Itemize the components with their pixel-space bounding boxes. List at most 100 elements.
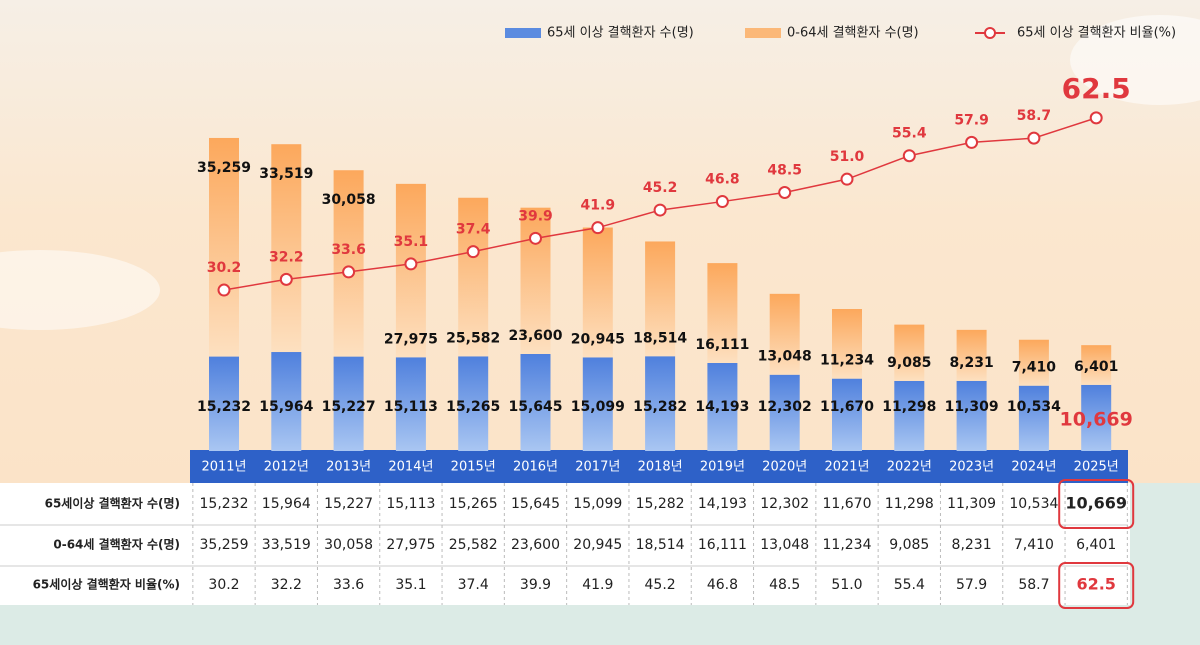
data-label: 15,964 [259, 399, 313, 415]
table-cell: 8,231 [952, 537, 992, 553]
legend: 65세 이상 결핵환자 수(명) 0-64세 결핵환자 수(명) 65세 이상 결핵… [505, 26, 1176, 41]
table-cell: 23,600 [511, 537, 560, 553]
ratio-marker [1089, 111, 1103, 125]
table-cell: 57.9 [956, 577, 987, 593]
ratio-marker [466, 245, 480, 259]
highlight-box [1058, 562, 1135, 609]
bar-65plus [707, 363, 738, 451]
table-cell: 48.5 [769, 577, 800, 593]
ratio-label: 30.2 [207, 260, 242, 276]
ratio-marker [342, 265, 356, 279]
table-row-label: 65세이상 결핵환자 비율(%) [33, 577, 180, 592]
bar-0-64 [769, 293, 800, 375]
bar-65plus [271, 352, 302, 451]
bar-65plus [520, 354, 551, 451]
bar-0-64 [1081, 345, 1112, 385]
data-label: 10,669 [1060, 409, 1133, 431]
table-cell: 16,111 [698, 537, 747, 553]
table-cell: 15,645 [511, 496, 560, 512]
table-cell: 25,582 [449, 537, 498, 553]
bar-65plus [832, 378, 862, 451]
table-cell: 39.9 [520, 577, 551, 593]
x-tick-label: 2018년 [638, 460, 683, 475]
bar-0-64 [209, 137, 239, 357]
table-cell: 11,309 [947, 496, 996, 512]
x-tick-label: 2013년 [326, 460, 371, 475]
cloud [1070, 15, 1200, 105]
bar-65plus [645, 356, 676, 451]
data-label: 7,410 [1012, 360, 1057, 376]
legend-swatch [745, 28, 781, 38]
legend-label: 65세 이상 결핵환자 비율(%) [1017, 26, 1176, 41]
x-tick-label: 2025년 [1074, 460, 1119, 475]
bar-0-64 [894, 324, 925, 381]
bar-65plus [333, 356, 364, 451]
cloud [0, 250, 160, 330]
data-label: 11,298 [882, 399, 936, 415]
bar-0-64 [832, 308, 862, 379]
x-tick-label: 2020년 [762, 460, 807, 475]
data-label: 13,048 [758, 349, 812, 365]
table-cell: 15,227 [324, 496, 373, 512]
table-cell: 55.4 [894, 577, 925, 593]
ratio-marker [529, 231, 542, 245]
ratio-label: 57.9 [954, 112, 989, 128]
bar-0-64 [645, 241, 676, 357]
table-cell: 27,975 [386, 537, 435, 553]
table-cell: 11,234 [823, 537, 872, 553]
data-label: 15,232 [197, 399, 251, 415]
table-cell: 58.7 [1018, 577, 1049, 593]
bar-65plus [582, 357, 613, 451]
table-cell: 32.2 [271, 577, 302, 593]
data-label: 30,058 [322, 192, 376, 208]
table-cell: 46.8 [707, 577, 738, 593]
bar-65plus [894, 380, 925, 451]
data-label: 6,401 [1074, 359, 1118, 375]
ratio-label: 37.4 [456, 222, 491, 238]
table-cell: 9,085 [889, 537, 929, 553]
data-label: 16,111 [695, 337, 749, 353]
table-cell: 15,265 [449, 496, 498, 512]
table-cell: 37.4 [458, 577, 489, 593]
data-label: 20,945 [571, 331, 625, 347]
ratio-label: 33.6 [331, 242, 366, 258]
table-header [190, 450, 1128, 483]
table-cell: 30,058 [324, 537, 373, 553]
data-label: 15,113 [384, 399, 438, 415]
bar-65plus [395, 357, 426, 451]
ratio-marker [840, 172, 854, 186]
bar-65plus [1018, 385, 1049, 451]
table-cell: 6,401 [1076, 537, 1116, 553]
data-label: 15,282 [633, 399, 687, 415]
table-cell: 62.5 [1076, 575, 1115, 594]
table-cell: 35.1 [395, 577, 426, 593]
data-label: 11,670 [820, 399, 874, 415]
ratio-label: 32.2 [269, 249, 304, 265]
x-tick-label: 2023년 [949, 460, 994, 475]
x-tick-label: 2014년 [388, 460, 433, 475]
x-tick-label: 2024년 [1011, 460, 1056, 475]
table-cell: 33.6 [333, 577, 364, 593]
ratio-marker [1027, 131, 1041, 145]
legend-label: 0-64세 결핵환자 수(명) [787, 26, 919, 41]
bar-0-64 [333, 170, 364, 357]
table-cell: 15,099 [573, 496, 622, 512]
x-tick-label: 2011년 [201, 460, 246, 475]
ratio-label: 62.5 [1062, 72, 1131, 105]
bar-65plus [1081, 384, 1112, 451]
data-label: 18,514 [633, 330, 687, 346]
bar-65plus [769, 374, 800, 451]
data-label: 10,534 [1007, 399, 1061, 415]
table-cell: 10,534 [1009, 496, 1058, 512]
data-label: 11,309 [945, 399, 999, 415]
ratio-label: 58.7 [1017, 108, 1052, 124]
table-cell: 15,282 [636, 496, 685, 512]
ratio-marker [217, 283, 231, 297]
table-cell: 11,670 [823, 496, 872, 512]
data-label: 15,227 [322, 399, 376, 415]
highlight-box [1058, 479, 1135, 529]
ratio-label: 45.2 [643, 180, 678, 196]
bar-0-64 [395, 183, 426, 358]
ratio-label: 35.1 [394, 234, 429, 250]
data-label: 15,265 [446, 399, 500, 415]
